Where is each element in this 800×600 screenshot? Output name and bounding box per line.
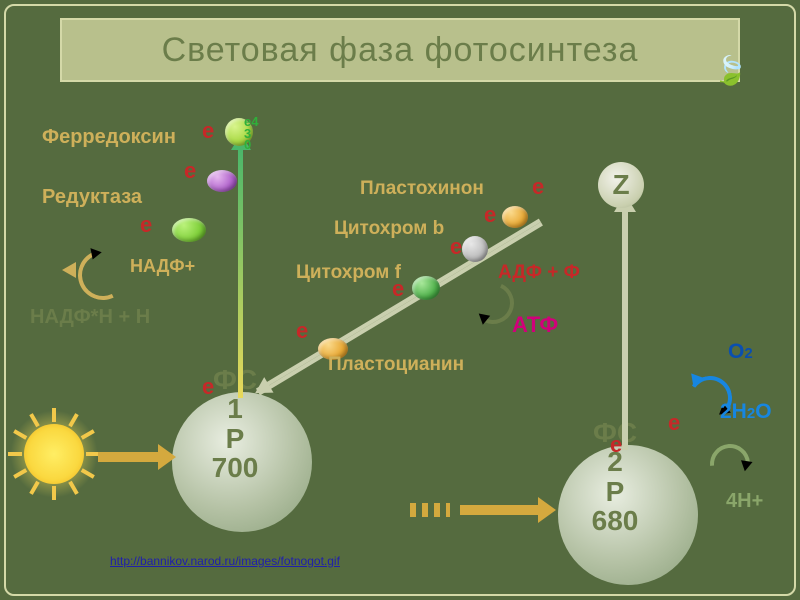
z-label: Z: [612, 169, 629, 201]
e-11: е: [668, 410, 680, 436]
sun-arrow-ps1: [98, 452, 160, 462]
z-node: Z: [598, 162, 644, 208]
ps2-up-arrow: [622, 210, 628, 450]
e-3: е: [140, 212, 152, 238]
ferredoxin-label: Ферредоксин: [42, 126, 176, 149]
sun-icon: [24, 424, 84, 484]
nadph-label: НАДФ*Н + Н: [30, 306, 150, 329]
h4-label: 4Н+: [726, 490, 763, 513]
dash-arrow: [410, 503, 450, 517]
plastoquinone-label: Пластохинон: [360, 178, 484, 200]
nadp-arrowhead: [62, 262, 76, 278]
page-title: Световая фаза фотосинтеза: [162, 31, 639, 70]
sun-arrow-ps2: [460, 505, 540, 515]
o2-label: О2: [728, 340, 753, 364]
ps1-text: ФС1Р700: [212, 364, 259, 483]
cytof-label: Цитохром f: [296, 262, 401, 284]
atp-label: АТФ: [512, 312, 558, 338]
e-2: е: [184, 158, 196, 184]
cytob-label: Цитохром b: [334, 218, 444, 240]
title-bar: Световая фаза фотосинтеза 🍃: [60, 18, 740, 82]
reductase-label: Редуктаза: [42, 186, 142, 209]
e-10: е: [610, 432, 622, 458]
leaf-icon: 🍃: [713, 54, 748, 87]
orb-pq: [502, 206, 528, 228]
orb-cytob: [462, 236, 488, 262]
e-7: е: [450, 234, 462, 260]
ps1-up-arrow: [238, 148, 243, 398]
plastocyanin-label: Пластоцианин: [328, 354, 464, 376]
orb-green-reductase: [172, 218, 206, 242]
e-9: е: [296, 318, 308, 344]
e-6: е: [484, 202, 496, 228]
e430-label: е430: [244, 116, 258, 151]
e-8: е: [392, 276, 404, 302]
nadp-label: НАДФ+: [130, 256, 195, 277]
source-link[interactable]: http://bannikov.narod.ru/images/fotnogot…: [110, 554, 340, 568]
orb-reductase-purple: [207, 170, 237, 192]
e-4: е: [202, 374, 214, 400]
h2o-label: 2Н2О: [720, 400, 772, 424]
adp-label: АДФ + Ф: [498, 262, 580, 284]
orb-cytof: [412, 276, 440, 300]
e-5: е: [532, 174, 544, 200]
e-1: е: [202, 118, 214, 144]
